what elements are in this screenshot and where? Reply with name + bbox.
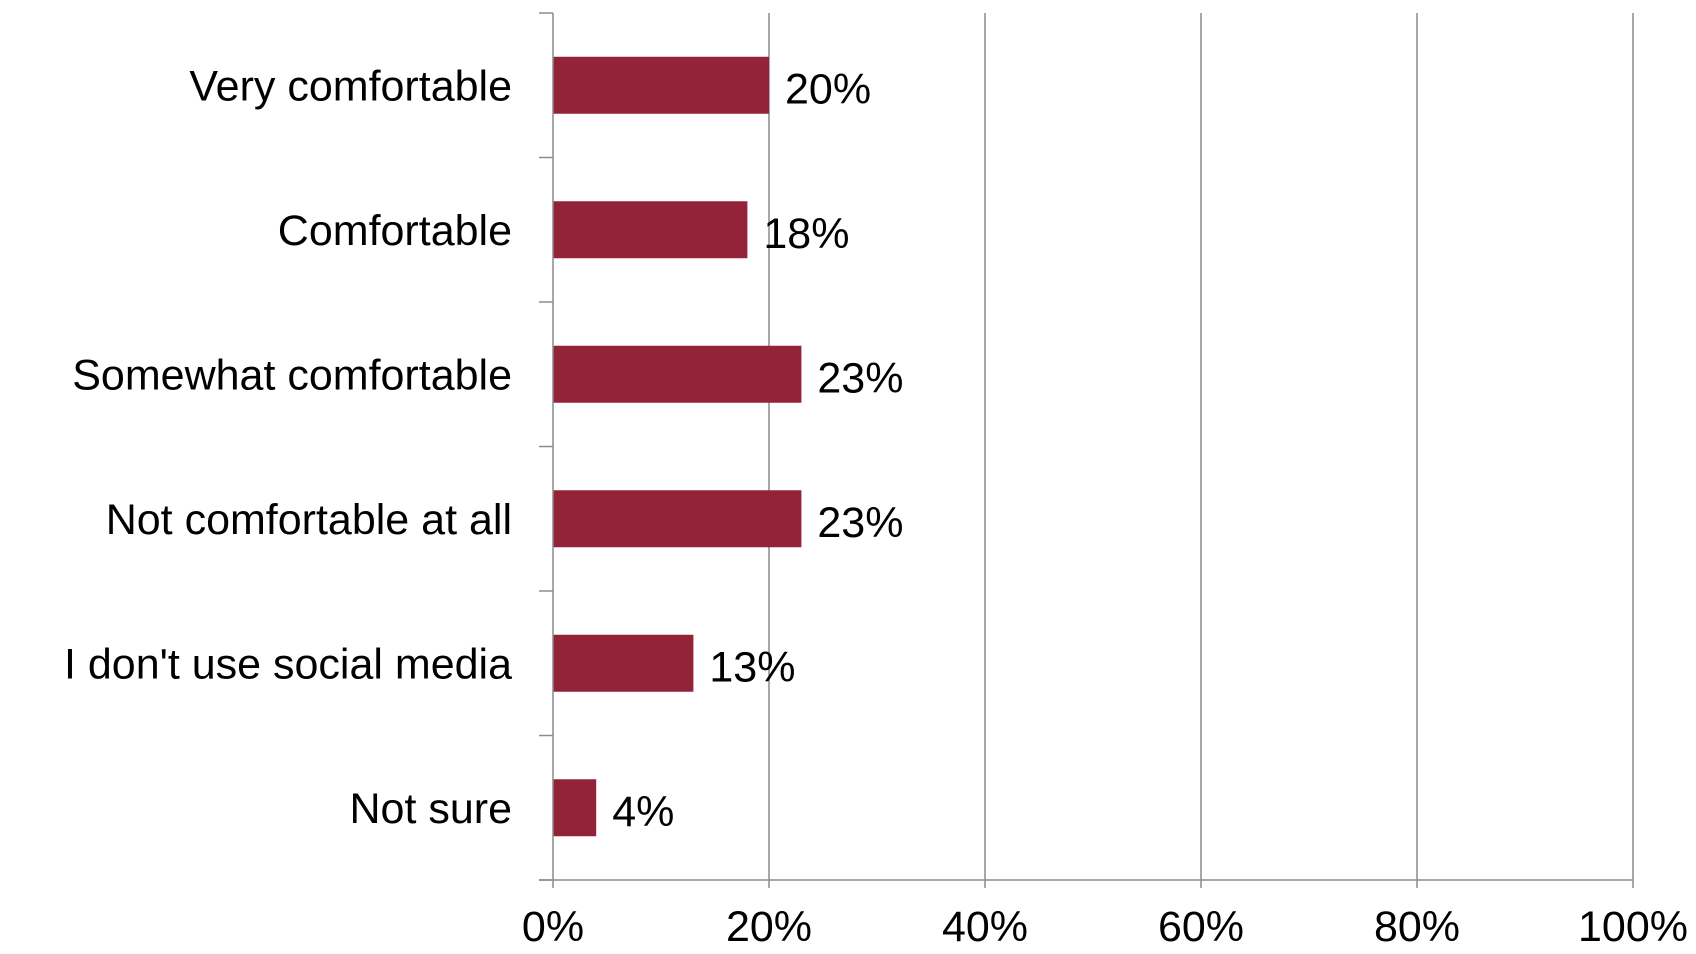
x-tick-label: 80%: [1374, 903, 1460, 951]
x-tick-label: 100%: [1578, 903, 1688, 951]
category-label: Somewhat comfortable: [72, 351, 512, 399]
x-tick-label: 20%: [726, 903, 812, 951]
category-labels: Very comfortable Comfortable Somewhat comf…: [64, 62, 512, 833]
bar-value-label: 23%: [817, 354, 903, 402]
grid-lines: [768, 13, 1634, 880]
bar-value-label: 20%: [785, 65, 871, 113]
axes: [539, 12, 1634, 888]
category-label: Not comfortable at all: [106, 496, 512, 544]
category-label: Not sure: [349, 785, 512, 833]
category-label: Comfortable: [278, 207, 512, 255]
bar: [553, 56, 769, 114]
x-tick-label: 0%: [522, 903, 584, 951]
bar: [553, 634, 694, 692]
bar-value-label: 13%: [709, 643, 795, 691]
bar: [553, 345, 802, 403]
x-tick-label: 40%: [942, 903, 1028, 951]
bar: [553, 201, 748, 259]
bar: [553, 490, 802, 548]
data-labels: 20% 18% 23% 23% 13% 4%: [612, 65, 903, 836]
bars: [553, 56, 802, 837]
category-label: I don't use social media: [64, 640, 512, 688]
category-label: Very comfortable: [189, 62, 512, 110]
bar-value-label: 4%: [612, 788, 674, 836]
bar-value-label: 23%: [817, 499, 903, 547]
bar-value-label: 18%: [763, 210, 849, 258]
x-tick-label: 60%: [1158, 903, 1244, 951]
bar: [553, 779, 597, 837]
x-tick-labels: 0% 20% 40% 60% 80% 100%: [522, 903, 1688, 951]
